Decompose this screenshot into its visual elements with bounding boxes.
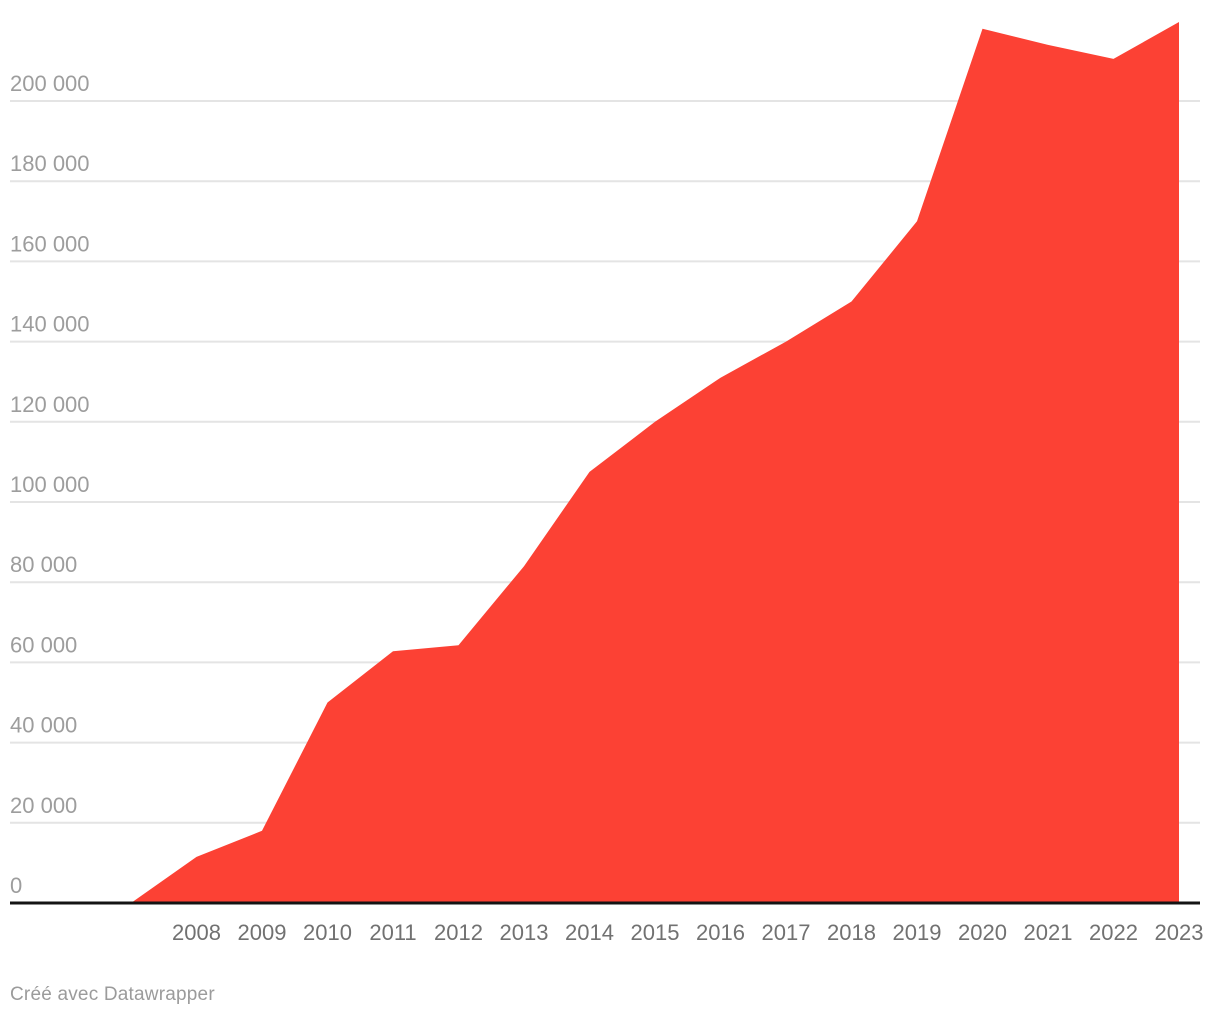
x-tick-label: 2011 <box>369 920 416 945</box>
y-tick-label: 40 000 <box>10 713 77 738</box>
x-tick-label: 2016 <box>696 920 745 945</box>
x-tick-label: 2008 <box>172 920 221 945</box>
y-tick-label: 200 000 <box>10 71 90 96</box>
y-tick-label: 20 000 <box>10 793 77 818</box>
y-tick-label: 180 000 <box>10 151 90 176</box>
attribution: Créé avec Datawrapper <box>10 984 215 1006</box>
attribution-text: Créé avec Datawrapper <box>10 984 215 1005</box>
y-tick-label: 60 000 <box>10 632 77 657</box>
x-tick-label: 2018 <box>827 920 876 945</box>
x-tick-label: 2020 <box>958 920 1007 945</box>
x-tick-label: 2021 <box>1024 920 1073 945</box>
x-tick-label: 2013 <box>500 920 549 945</box>
x-tick-label: 2022 <box>1089 920 1138 945</box>
x-tick-label: 2019 <box>893 920 942 945</box>
y-axis-labels: 0 20 000 40 000 60 000 80 000 100 000 120 000 1… <box>10 71 90 898</box>
y-tick-label: 160 000 <box>10 231 90 256</box>
y-tick-label: 140 000 <box>10 312 90 337</box>
x-tick-label: 2010 <box>303 920 352 945</box>
x-tick-label: 2023 <box>1155 920 1204 945</box>
y-tick-label: 120 000 <box>10 392 90 417</box>
x-tick-label: 2009 <box>238 920 287 945</box>
x-tick-label: 2014 <box>565 920 614 945</box>
x-tick-label: 2017 <box>762 920 811 945</box>
y-tick-label: 80 000 <box>10 552 77 577</box>
x-tick-label: 2015 <box>631 920 680 945</box>
x-tick-label: 2012 <box>434 920 483 945</box>
y-tick-label: 0 <box>10 873 22 898</box>
y-tick-label: 100 000 <box>10 472 90 497</box>
area-series <box>131 22 1179 903</box>
x-axis-labels: 2008 2009 2010 2011 2012 2013 2014 2015 2016 2017… <box>172 920 1203 945</box>
